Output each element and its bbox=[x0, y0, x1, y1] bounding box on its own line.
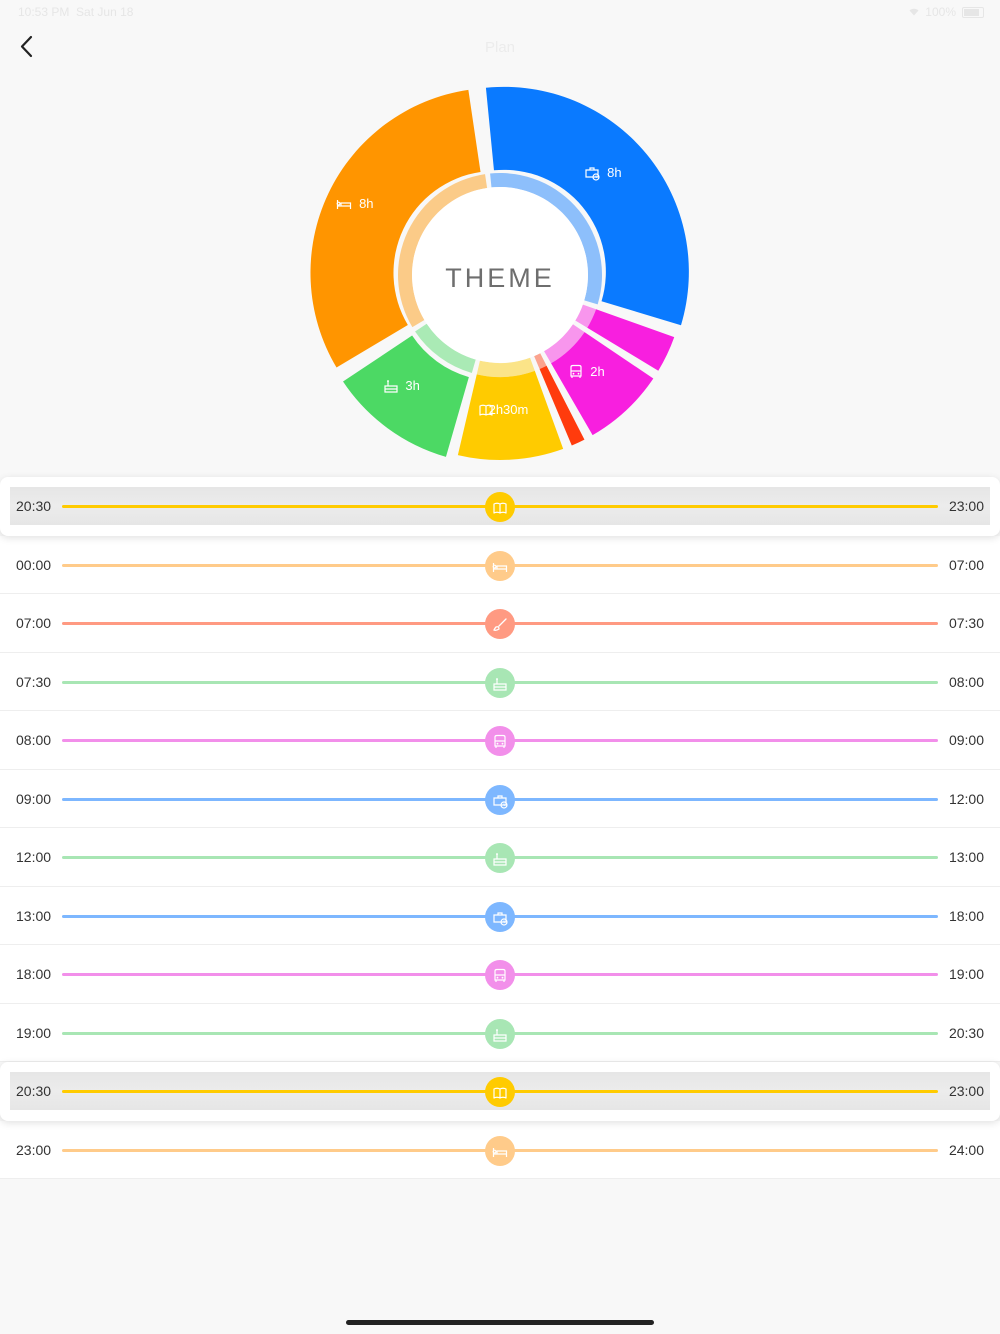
start-time: 00:00 bbox=[16, 556, 52, 573]
donut-inner-ring-segment bbox=[476, 357, 535, 377]
activity-knob[interactable] bbox=[485, 667, 515, 698]
donut-segment[interactable] bbox=[310, 89, 481, 368]
start-time: 09:00 bbox=[16, 790, 52, 807]
donut-segment-duration: 8h bbox=[359, 195, 374, 211]
plan-donut-chart: THEME 8h 2h 2h30m 3h 8h bbox=[300, 80, 700, 470]
end-time: 23:00 bbox=[948, 1083, 984, 1099]
donut-segment[interactable] bbox=[457, 370, 564, 460]
end-time: 18:00 bbox=[948, 907, 984, 924]
end-time: 23:00 bbox=[948, 498, 984, 514]
battery-percent: 100% bbox=[925, 5, 956, 19]
navigation-bar: Plan bbox=[0, 24, 1000, 74]
end-time: 07:30 bbox=[948, 615, 984, 631]
donut-segment[interactable] bbox=[343, 335, 469, 457]
donut-segment-label: 2h bbox=[568, 364, 628, 394]
donut-svg bbox=[310, 86, 689, 460]
schedule-row[interactable]: 20:30 23:00 bbox=[0, 1062, 1000, 1121]
activity-knob[interactable] bbox=[485, 492, 515, 522]
bus-icon bbox=[569, 364, 607, 394]
activity-knob[interactable] bbox=[485, 550, 515, 581]
donut-segment-duration: 3h bbox=[405, 378, 420, 394]
end-time: 07:00 bbox=[948, 556, 984, 573]
donut-segment-label: 2h30m bbox=[478, 402, 538, 432]
activity-knob[interactable] bbox=[485, 609, 515, 639]
schedule-row[interactable]: 07:30 08:00 bbox=[0, 652, 1000, 711]
activity-knob[interactable] bbox=[485, 1077, 515, 1107]
wifi-icon bbox=[909, 8, 919, 16]
donut-segment-label: 8h bbox=[584, 165, 644, 195]
status-time: 10:53 PM Sat Jun 18 bbox=[18, 5, 134, 19]
donut-inner-ring-segment bbox=[398, 174, 488, 328]
donut-segment[interactable] bbox=[485, 86, 689, 326]
donut-segment-duration: 2h bbox=[590, 363, 605, 379]
schedule-row[interactable]: 13:00 18:00 bbox=[0, 886, 1000, 945]
meal-icon bbox=[383, 380, 422, 408]
work-icon bbox=[585, 167, 623, 195]
battery-icon bbox=[962, 6, 984, 18]
activity-knob[interactable] bbox=[485, 960, 515, 990]
schedule-row[interactable]: 12:00 13:00 bbox=[0, 828, 1000, 887]
end-time: 24:00 bbox=[948, 1141, 984, 1158]
start-time: 13:00 bbox=[16, 907, 52, 924]
schedule-row[interactable]: 20:30 23:00 bbox=[0, 477, 1000, 536]
donut-segment[interactable] bbox=[539, 365, 585, 446]
donut-inner-ring-segment bbox=[544, 324, 585, 364]
schedule-list: 20:30 23:00 00:00 07:00 07:00 07:30 07:30 08:00… bbox=[0, 477, 1000, 1179]
status-bar: 10:53 PM Sat Jun 18 100% bbox=[0, 0, 1000, 24]
donut-segment-label: 8h bbox=[336, 196, 396, 226]
donut-segment-duration: 8h bbox=[607, 165, 622, 181]
start-time: 08:00 bbox=[16, 732, 52, 748]
end-time: 08:00 bbox=[948, 673, 984, 690]
start-time: 20:30 bbox=[16, 1083, 52, 1099]
back-button[interactable] bbox=[10, 28, 46, 64]
bed-icon bbox=[336, 199, 375, 226]
donut-inner-ring-segment bbox=[575, 304, 597, 328]
schedule-row[interactable]: 00:00 07:00 bbox=[0, 535, 1000, 594]
end-time: 09:00 bbox=[948, 732, 984, 748]
activity-knob[interactable] bbox=[485, 726, 515, 756]
donut-inner-ring-segment bbox=[534, 353, 547, 370]
schedule-row[interactable]: 19:00 20:30 bbox=[0, 1003, 1000, 1062]
activity-knob[interactable] bbox=[485, 1135, 515, 1166]
end-time: 13:00 bbox=[948, 849, 984, 865]
book-icon bbox=[479, 404, 517, 432]
schedule-row[interactable]: 18:00 19:00 bbox=[0, 945, 1000, 1004]
end-time: 19:00 bbox=[948, 966, 984, 982]
activity-knob[interactable] bbox=[485, 1018, 515, 1049]
schedule-row[interactable]: 09:00 12:00 bbox=[0, 769, 1000, 828]
start-time: 12:00 bbox=[16, 849, 52, 865]
activity-knob[interactable] bbox=[485, 784, 515, 815]
donut-center-text: THEME bbox=[445, 263, 555, 293]
activity-knob[interactable] bbox=[485, 901, 515, 932]
page-title: Plan bbox=[484, 39, 516, 56]
end-time: 20:30 bbox=[948, 1024, 984, 1041]
chevron-left-icon bbox=[20, 35, 33, 58]
donut-segment-duration: 2h30m bbox=[488, 401, 529, 417]
donut-center bbox=[412, 187, 588, 363]
start-time: 20:30 bbox=[16, 498, 52, 514]
start-time: 23:00 bbox=[16, 1141, 52, 1158]
donut-segment-label: 3h bbox=[383, 378, 443, 408]
start-time: 18:00 bbox=[16, 966, 52, 982]
activity-knob[interactable] bbox=[485, 843, 515, 873]
end-time: 12:00 bbox=[948, 790, 984, 807]
donut-inner-ring-segment bbox=[490, 173, 602, 305]
start-time: 07:30 bbox=[16, 673, 52, 690]
donut-segment[interactable] bbox=[587, 309, 675, 371]
status-indicators: 100% bbox=[909, 5, 984, 19]
schedule-row[interactable]: 23:00 24:00 bbox=[0, 1120, 1000, 1179]
start-time: 19:00 bbox=[16, 1024, 52, 1041]
schedule-row[interactable]: 07:00 07:30 bbox=[0, 594, 1000, 653]
schedule-row[interactable]: 08:00 09:00 bbox=[0, 711, 1000, 770]
home-indicator bbox=[346, 1320, 654, 1325]
donut-inner-ring-segment bbox=[415, 323, 476, 374]
donut-segment[interactable] bbox=[551, 332, 654, 436]
start-time: 07:00 bbox=[16, 615, 52, 631]
